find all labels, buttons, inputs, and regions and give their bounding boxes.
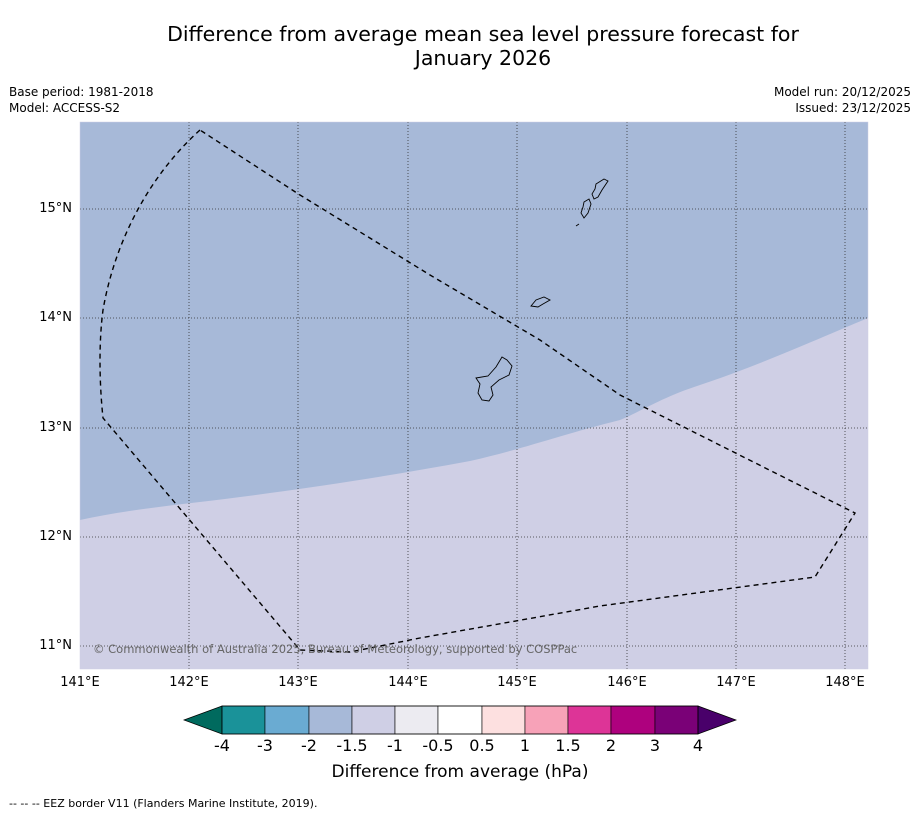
map-frame xyxy=(79,121,869,670)
colorbar-segment xyxy=(437,705,483,735)
colorbar-label: 3 xyxy=(649,736,661,755)
anomaly-region-upper xyxy=(80,122,868,520)
colorbar-segment xyxy=(351,705,396,735)
colorbar xyxy=(182,705,738,735)
graticule xyxy=(80,122,868,669)
longitude-label: 142°E xyxy=(169,675,209,690)
colorbar-segments xyxy=(221,705,699,735)
longitude-label: 141°E xyxy=(60,675,100,690)
island-guam xyxy=(475,356,513,402)
colorbar-label: -4 xyxy=(214,736,230,755)
latitude-label: 11°N xyxy=(39,638,72,653)
colorbar-label: -2 xyxy=(301,736,317,755)
colorbar-segment xyxy=(264,705,310,735)
map-copyright: © Commonwealth of Australia 2025, Bureau… xyxy=(93,642,577,656)
colorbar-segment xyxy=(524,705,569,735)
meta-left: Base period: 1981-2018 Model: ACCESS-S2 xyxy=(9,84,154,116)
colorbar-segment xyxy=(221,705,266,735)
longitude-label: 146°E xyxy=(607,675,647,690)
colorbar-label: -1.5 xyxy=(336,736,368,755)
colorbar-label: 1 xyxy=(519,736,531,755)
island-saipan xyxy=(591,178,609,200)
base-period: Base period: 1981-2018 xyxy=(9,85,154,99)
colorbar-segment xyxy=(567,705,612,735)
colorbar-label: -1 xyxy=(387,736,403,755)
colorbar-over-triangle xyxy=(697,705,738,735)
longitude-label: 145°E xyxy=(497,675,537,690)
colorbar-segment xyxy=(481,705,526,735)
latitude-label: 12°N xyxy=(39,529,72,544)
colorbar-label: 0.5 xyxy=(469,736,495,755)
eez-border xyxy=(99,129,857,653)
island-tinian xyxy=(580,198,592,219)
map-panel xyxy=(80,122,868,669)
latitude-label: 13°N xyxy=(39,420,72,435)
colorbar-segment xyxy=(610,705,656,735)
latitude-label: 15°N xyxy=(39,201,72,216)
island-aguijan xyxy=(575,223,580,227)
longitude-label: 147°E xyxy=(716,675,756,690)
model-run: Model run: 20/12/2025 xyxy=(773,85,911,99)
island-rota xyxy=(530,296,551,308)
colorbar-segment xyxy=(394,705,439,735)
colorbar-label: 1.5 xyxy=(555,736,581,755)
colorbar-label: -0.5 xyxy=(422,736,454,755)
colorbar-label: 2 xyxy=(605,736,617,755)
colorbar-label: -3 xyxy=(257,736,273,755)
latitude-label: 14°N xyxy=(39,310,72,325)
colorbar-segment xyxy=(308,705,353,735)
colorbar-segment xyxy=(654,705,699,735)
longitude-label: 144°E xyxy=(388,675,428,690)
islands xyxy=(475,178,609,402)
colorbar-label: 4 xyxy=(692,736,704,755)
longitude-label: 148°E xyxy=(825,675,865,690)
chart-title: Difference from average mean sea level p… xyxy=(0,22,919,70)
issued-date: Issued: 23/12/2025 xyxy=(795,101,911,115)
meta-right: Model run: 20/12/2025 Issued: 23/12/2025 xyxy=(774,84,911,116)
colorbar-under-triangle xyxy=(182,705,223,735)
title-line-2: January 2026 xyxy=(414,46,552,70)
model-name: Model: ACCESS-S2 xyxy=(9,101,121,115)
colorbar-title: Difference from average (hPa) xyxy=(331,762,589,782)
longitude-label: 143°E xyxy=(278,675,318,690)
colorbar-outline xyxy=(221,705,699,735)
eez-footnote: -- -- -- EEZ border V11 (Flanders Marine… xyxy=(9,797,318,810)
title-line-1: Difference from average mean sea level p… xyxy=(167,22,799,46)
